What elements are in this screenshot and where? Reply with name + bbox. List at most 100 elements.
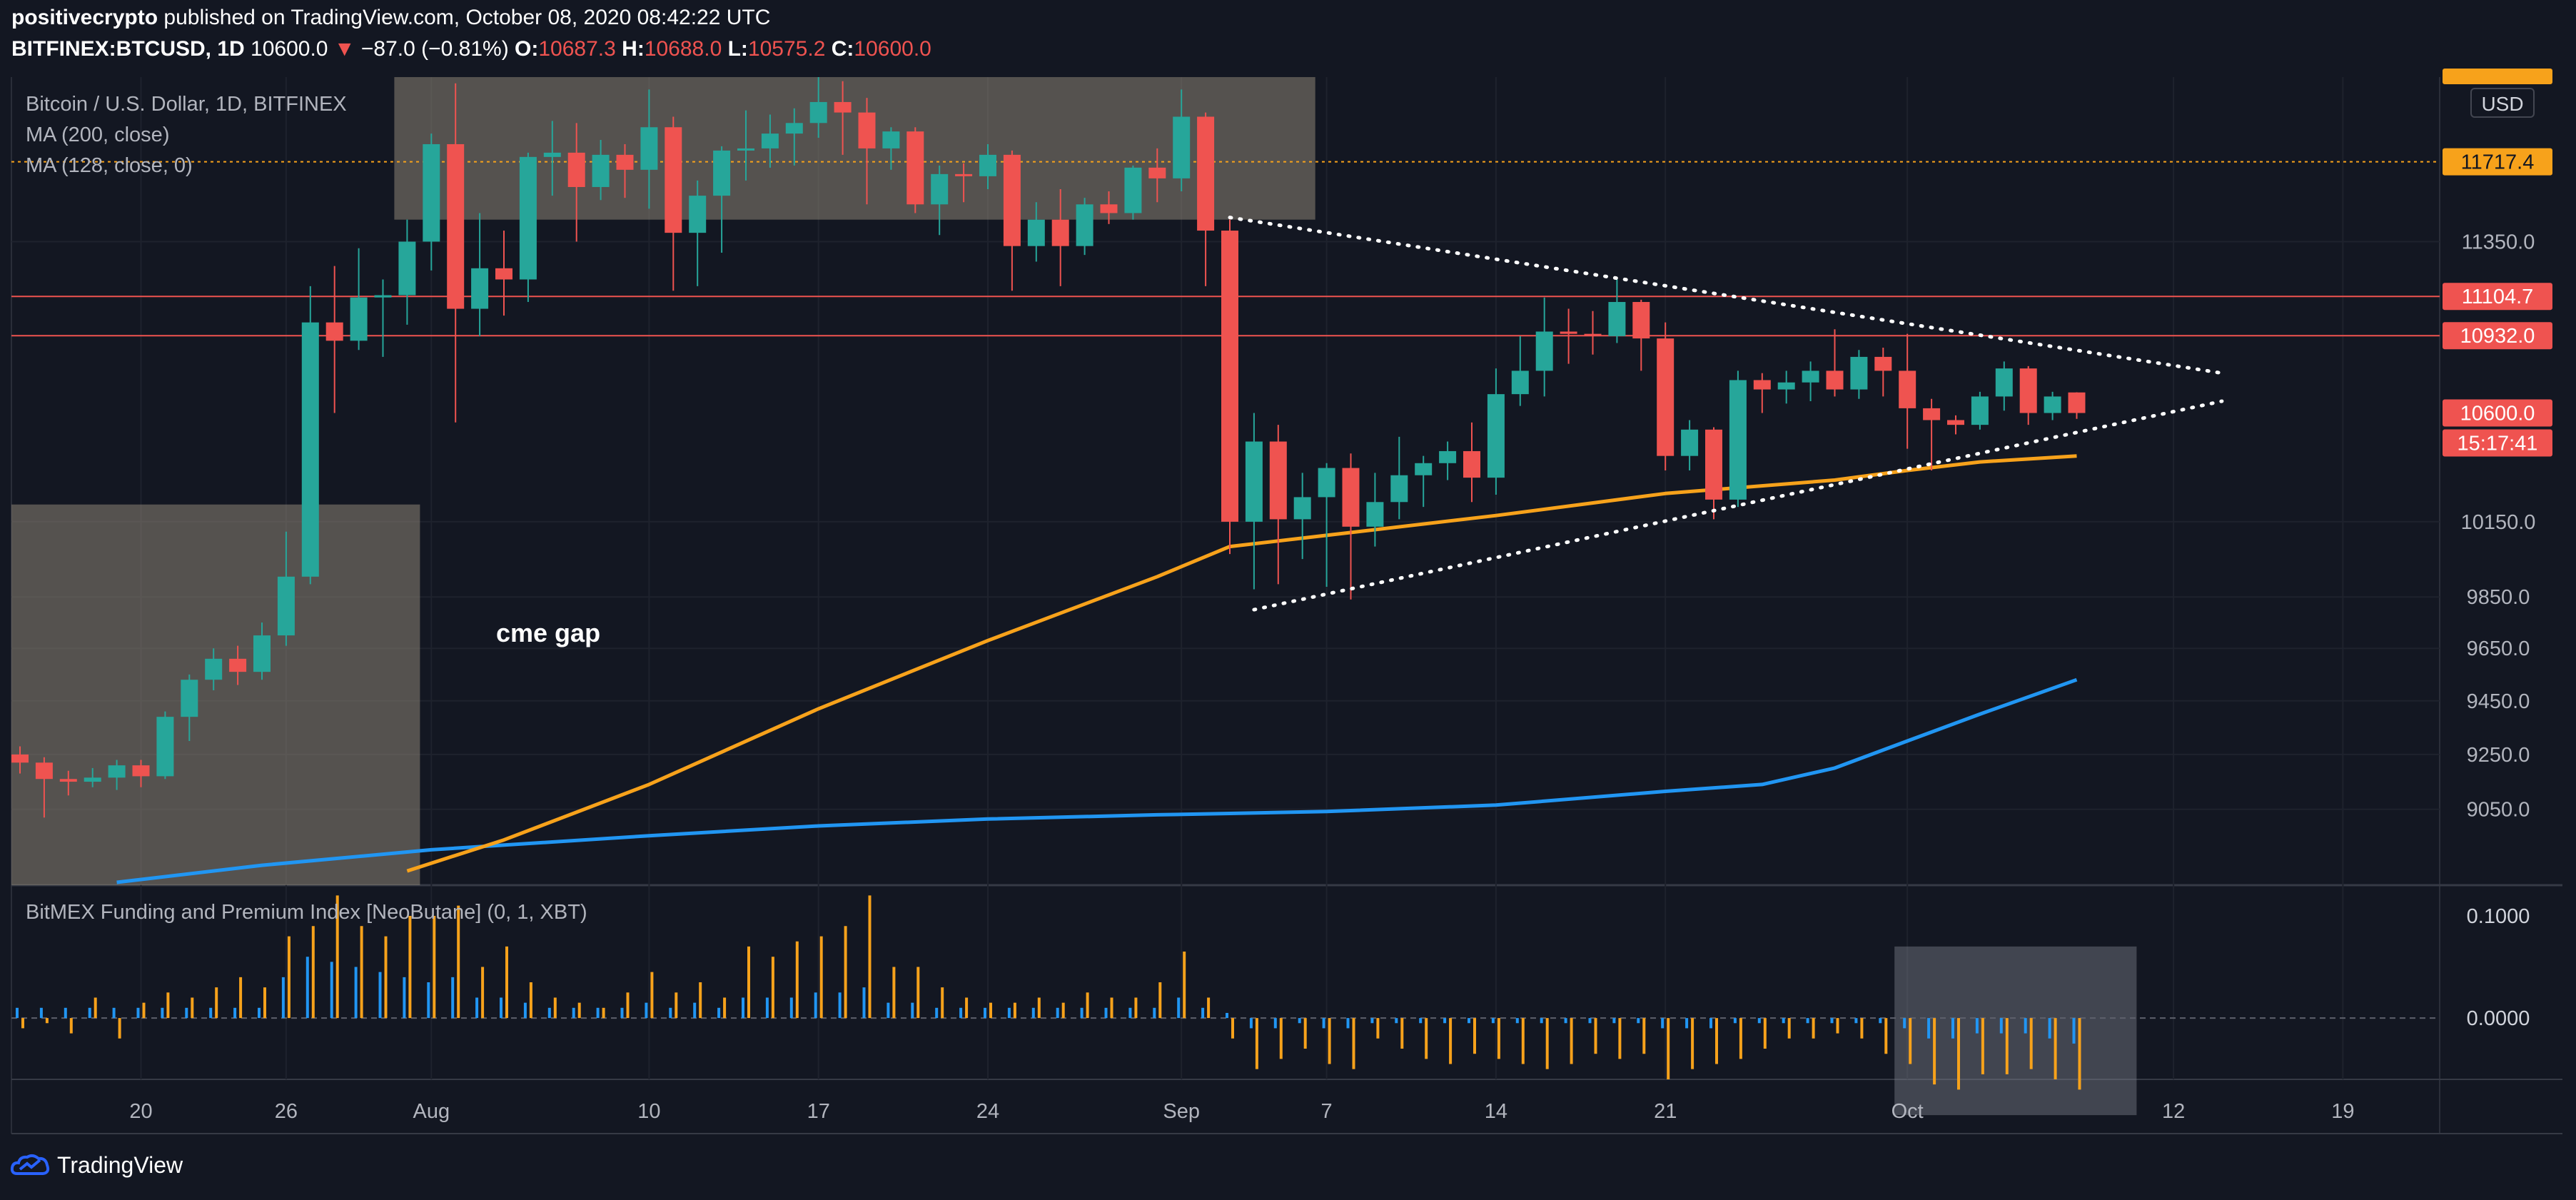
trendlines <box>1228 216 2224 612</box>
candle <box>543 121 561 196</box>
candle-body <box>325 322 343 341</box>
candle-body <box>1173 116 1191 178</box>
published-text: published on TradingView.com, October 08… <box>163 6 771 29</box>
candle <box>84 767 101 787</box>
candle-body <box>979 154 996 176</box>
open-value: 10687.3 <box>538 37 616 61</box>
tradingview-logo[interactable]: TradingView <box>10 1151 183 1179</box>
candle-body <box>1632 302 1650 339</box>
candle <box>423 133 440 271</box>
candle <box>205 648 223 690</box>
close-value: 10600.0 <box>854 37 931 61</box>
candles <box>11 77 2086 818</box>
candle <box>1197 112 1215 286</box>
candle-body <box>301 322 319 577</box>
price-badge: 10600.0 <box>2443 399 2552 427</box>
candle <box>592 140 610 201</box>
candle-body <box>1124 167 1142 213</box>
legend-ma128[interactable]: MA (128, close, 0) <box>26 154 193 177</box>
candle <box>1051 189 1069 286</box>
time-tick-label: Oct <box>1891 1100 1924 1123</box>
candle-body <box>737 148 754 151</box>
price-badge-label: 11717.4 <box>2461 151 2535 174</box>
candle <box>1173 89 1191 192</box>
indicator-tick-label: 0.0000 <box>2467 1007 2530 1030</box>
price-change: −87.0 (−0.81%) <box>360 37 509 61</box>
candle-body <box>229 658 247 672</box>
candle <box>1415 455 1433 508</box>
candle-body <box>858 112 876 148</box>
candle <box>1899 333 1916 449</box>
candle <box>955 163 973 203</box>
candle <box>1148 148 1166 203</box>
candle <box>616 143 634 198</box>
price-tick-label: 9450.0 <box>2467 690 2530 713</box>
candle <box>1777 370 1795 404</box>
candle-body <box>1415 463 1433 475</box>
candle-body <box>1076 204 1093 246</box>
supply-zone <box>394 77 1315 220</box>
candle-body <box>1439 450 1457 463</box>
candle-body <box>1003 154 1021 246</box>
candle-body <box>1657 338 1675 456</box>
candle <box>785 108 803 166</box>
candle-body <box>1850 356 1868 390</box>
candle <box>834 81 852 155</box>
candle <box>1124 165 1142 220</box>
candle <box>1560 308 1577 364</box>
candle <box>2019 365 2037 425</box>
candle <box>906 127 924 213</box>
time-tick-label: Aug <box>413 1100 450 1123</box>
legend-ma200[interactable]: MA (200, close) <box>26 123 170 146</box>
candle-body <box>640 127 658 170</box>
candle-body <box>1681 429 1699 456</box>
price-badge: 10932.0 <box>2443 322 2552 350</box>
candle <box>1027 202 1045 262</box>
indicator-title[interactable]: BitMEX Funding and Premium Index [NeoBut… <box>26 901 587 924</box>
candle-body <box>665 127 682 233</box>
candle <box>1995 361 2013 411</box>
price-tick-label: 11350.0 <box>2462 231 2535 253</box>
candle-body <box>1826 370 1844 390</box>
candle-body <box>1366 502 1384 527</box>
candle <box>325 266 343 413</box>
candle-body <box>205 658 223 680</box>
candle <box>1342 453 1360 600</box>
candle <box>809 77 827 138</box>
last-price: 10600.0 <box>251 37 328 61</box>
candle <box>2068 392 2086 419</box>
candle <box>1729 370 1747 508</box>
candle <box>35 757 53 818</box>
high-label: H: <box>622 37 645 61</box>
candle-body <box>1245 441 1263 522</box>
price-tick-label: 9250.0 <box>2467 744 2530 767</box>
time-tick-label: 19 <box>2331 1100 2354 1123</box>
legend-title[interactable]: Bitcoin / U.S. Dollar, 1D, BITFINEX <box>26 93 347 116</box>
candle <box>1874 347 1892 397</box>
candle <box>471 213 489 336</box>
candle-body <box>1293 497 1311 520</box>
candle <box>1608 279 1626 343</box>
candle-body <box>59 779 77 782</box>
candle-body <box>1511 370 1529 395</box>
candle-body <box>1463 450 1480 478</box>
candle-body <box>1802 370 1819 383</box>
candle <box>761 114 779 168</box>
ohlc-header: BITFINEX:BTCUSD, 1D 10600.0 ▼ −87.0 (−0.… <box>11 37 931 61</box>
candle <box>713 146 731 253</box>
time-tick-label: 14 <box>1485 1100 1507 1123</box>
candle-body <box>1197 116 1215 231</box>
candle <box>1705 427 1722 520</box>
candle-body <box>1777 382 1795 390</box>
price-badge-bg <box>2443 322 2552 350</box>
high-value: 10688.0 <box>644 37 722 61</box>
candle <box>1100 191 1118 224</box>
candle-body <box>519 156 537 280</box>
tradingview-cloud-icon <box>10 1154 50 1175</box>
author-name[interactable]: positivecrypto <box>11 6 158 29</box>
candle <box>156 711 174 780</box>
candle-body <box>689 196 707 233</box>
candle-body <box>1318 468 1335 498</box>
low-value: 10575.2 <box>747 37 826 61</box>
